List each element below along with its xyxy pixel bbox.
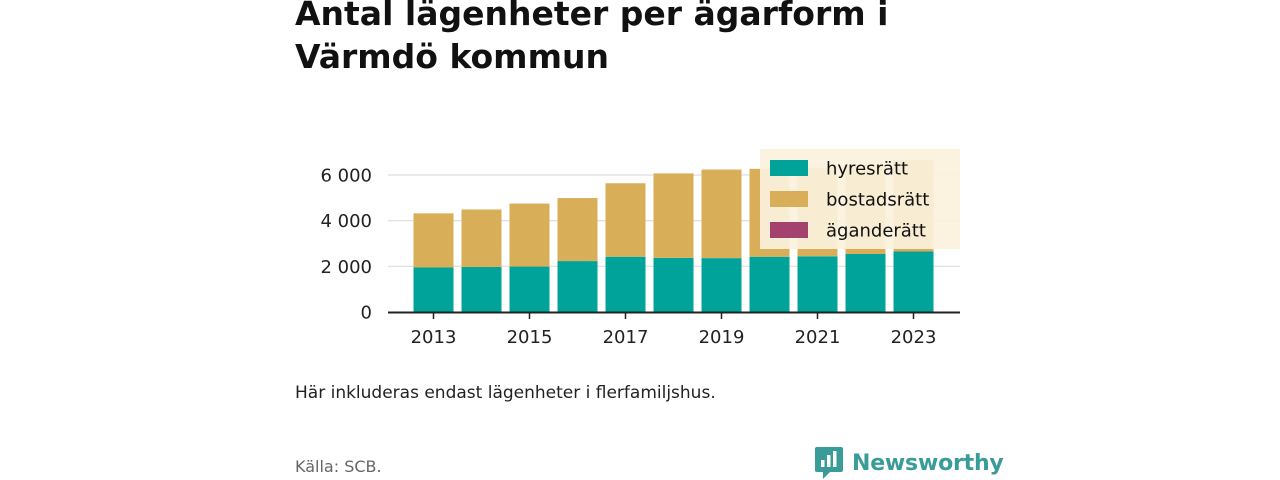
legend-item-aganderatt-label: äganderätt (826, 221, 926, 242)
bar-bostadsratt (461, 209, 502, 268)
bar-bostadsratt (509, 203, 550, 267)
x-tick-label: 2013 (411, 327, 457, 348)
bar-bostadsratt (605, 183, 646, 257)
brand-name: Newsworthy (852, 450, 1004, 476)
bar-hyresratt (797, 256, 838, 312)
y-tick-label: 0 (361, 303, 372, 324)
bar-bostadsratt (557, 198, 598, 262)
y-tick-label: 6 000 (320, 166, 372, 187)
bar-hyresratt (557, 261, 598, 312)
chart-note: Här inkluderas endast lägenheter i flerf… (295, 383, 716, 403)
bar-hyresratt (701, 258, 742, 312)
bar-bostadsratt (413, 213, 454, 268)
newsworthy-logo-icon (815, 447, 843, 479)
bar-bostadsratt (701, 169, 742, 259)
bar-hyresratt (749, 256, 790, 312)
y-tick-label: 2 000 (320, 257, 372, 278)
x-tick-label: 2023 (891, 327, 937, 348)
y-tick-label: 4 000 (320, 211, 372, 232)
bar-hyresratt (413, 267, 454, 312)
x-tick-label: 2019 (699, 327, 745, 348)
newsworthy-brand[interactable]: Newsworthy (814, 446, 1004, 480)
legend-item-hyresratt-label: hyresrätt (826, 159, 908, 180)
legend-item-aganderatt-swatch (770, 222, 808, 238)
x-tick-label: 2015 (507, 327, 553, 348)
chart-title: Antal lägenheter per ägarform i Värmdö k… (295, 0, 889, 76)
legend-item-bostadsratt-swatch (770, 191, 808, 207)
bar-hyresratt (893, 251, 934, 312)
x-tick-label: 2017 (603, 327, 649, 348)
bar-hyresratt (605, 256, 646, 312)
legend-item-hyresratt-swatch (770, 160, 808, 176)
chart-source: Källa: SCB. (295, 457, 382, 476)
x-tick-label: 2021 (795, 327, 841, 348)
bar-hyresratt (509, 266, 550, 312)
bar-hyresratt (653, 257, 694, 312)
bar-hyresratt (845, 254, 886, 312)
bar-hyresratt (461, 267, 502, 312)
bar-bostadsratt (653, 173, 694, 258)
legend-item-bostadsratt-label: bostadsrätt (826, 190, 929, 211)
